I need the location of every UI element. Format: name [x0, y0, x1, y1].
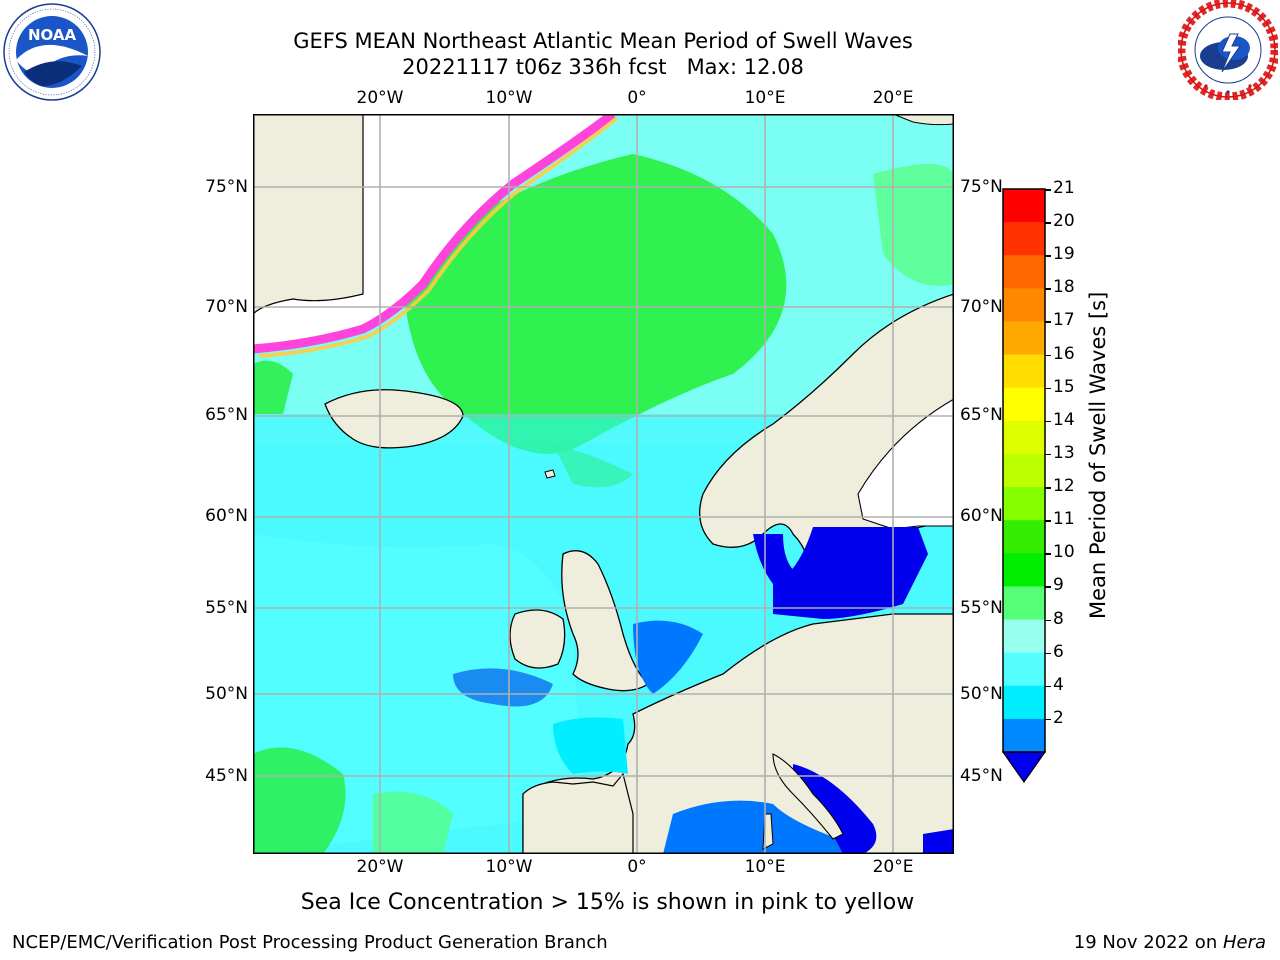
great-britain — [561, 550, 650, 692]
lat-label-right-50n: 50°N — [960, 684, 1003, 704]
lat-label-left-45n: 45°N — [205, 766, 248, 786]
colorbar-tick-mark — [1045, 222, 1051, 224]
map-panel — [253, 114, 954, 854]
colorbar-segment — [1003, 189, 1045, 223]
sea-ice-caption: Sea Ice Concentration > 15% is shown in … — [300, 890, 915, 915]
colorbar-segment — [1003, 487, 1045, 521]
colorbar-tick-label: 20 — [1053, 211, 1075, 232]
colorbar-tick-label: 2 — [1053, 707, 1064, 728]
colorbar-tick-mark — [1045, 619, 1051, 622]
colorbar-tick-label: 8 — [1053, 608, 1064, 629]
colorbar-tick-mark — [1045, 189, 1051, 191]
colorbar-tick-label: 12 — [1053, 476, 1075, 497]
mediterranean-sea — [663, 800, 863, 854]
lat-label-left-60n: 60°N — [205, 506, 248, 526]
footer-credit: NCEP/EMC/Verification Post Processing Pr… — [12, 932, 608, 953]
green-swell-region — [403, 154, 787, 454]
ireland — [509, 609, 566, 669]
colorbar-segment — [1003, 586, 1045, 621]
map-subtitle: 20221117 t06z 336h fcst Max: 12.08 — [402, 55, 804, 79]
colorbar — [1001, 188, 1047, 784]
footer-date-text: 19 Nov 2022 on — [1073, 932, 1223, 953]
lon-label-bottom-10w: 10°W — [485, 857, 533, 877]
lon-label-bottom-10e: 10°E — [744, 857, 786, 877]
map-title: GEFS MEAN Northeast Atlantic Mean Period… — [293, 29, 913, 53]
colorbar-tick-label: 17 — [1053, 310, 1075, 331]
lon-label-top-20e: 20°E — [872, 88, 914, 108]
colorbar-tick-mark — [1045, 520, 1051, 522]
colorbar-segment — [1003, 685, 1045, 720]
colorbar-tick-mark — [1045, 553, 1051, 555]
graticule — [253, 114, 954, 854]
lat-label-right-55n: 55°N — [960, 598, 1003, 618]
colorbar-segment — [1003, 718, 1045, 753]
lat-label-left-65n: 65°N — [205, 405, 248, 425]
lat-label-right-60n: 60°N — [960, 506, 1003, 526]
colorbar-tick-label: 9 — [1053, 575, 1064, 596]
colorbar-segment — [1003, 520, 1045, 554]
colorbar-segment — [1003, 222, 1045, 256]
lat-label-left-50n: 50°N — [205, 684, 248, 704]
lat-label-right-70n: 70°N — [960, 297, 1003, 317]
colorbar-tick-label: 14 — [1053, 409, 1075, 430]
colorbar-segment — [1003, 354, 1045, 389]
noaa-logo-text: NOAA — [28, 26, 77, 44]
footer-host: Hera — [1222, 932, 1266, 953]
colorbar-tick-label: 16 — [1053, 343, 1075, 364]
iceland — [324, 389, 464, 449]
colorbar-tick-label: 10 — [1053, 542, 1075, 563]
lon-label-top-20w: 20°W — [356, 88, 404, 108]
colorbar-segment — [1003, 420, 1045, 455]
nws-logo — [1178, 0, 1278, 100]
noaa-logo: NOAA — [3, 3, 101, 101]
colorbar-label: Mean Period of Swell Waves [s] — [1086, 291, 1110, 619]
sea-ice-edge — [253, 114, 616, 354]
colorbar-extend-arrow — [1001, 751, 1047, 784]
colorbar-segment — [1003, 288, 1045, 322]
colorbar-tick-mark — [1045, 487, 1051, 489]
colorbar-tick-label: 21 — [1053, 178, 1075, 198]
colorbar-tick-mark — [1045, 354, 1051, 357]
colorbar-tick-mark — [1045, 321, 1051, 323]
colorbar-tick-mark — [1045, 718, 1051, 721]
lon-label-bottom-20w: 20°W — [356, 857, 404, 877]
lat-label-left-55n: 55°N — [205, 598, 248, 618]
colorbar-tick-label: 15 — [1053, 376, 1075, 397]
footer-date: 19 Nov 2022 on Hera — [1074, 932, 1266, 953]
colorbar-tick-label: 18 — [1053, 277, 1075, 298]
map-frame — [253, 114, 954, 854]
lat-label-right-45n: 45°N — [960, 766, 1003, 786]
colorbar-segment — [1003, 553, 1045, 587]
colorbar-tick-label: 6 — [1053, 641, 1064, 662]
colorbar-tick-label: 4 — [1053, 674, 1064, 695]
colorbar-tick-mark — [1045, 652, 1051, 655]
colorbar-tick-label: 13 — [1053, 442, 1075, 463]
colorbar-segment — [1003, 321, 1045, 356]
lat-label-left-70n: 70°N — [205, 297, 248, 317]
colorbar-tick-mark — [1045, 288, 1051, 290]
colorbar-tick-mark — [1045, 387, 1051, 390]
colorbar-segment — [1003, 387, 1045, 422]
lon-label-top-0: 0° — [627, 88, 647, 108]
colorbar-tick-mark — [1045, 420, 1051, 423]
lat-label-right-75n: 75°N — [960, 177, 1003, 197]
colorbar-tick-label: 11 — [1053, 509, 1075, 530]
colorbar-segment — [1003, 255, 1045, 289]
colorbar-tick-mark — [1045, 255, 1051, 257]
lat-label-left-75n: 75°N — [205, 177, 248, 197]
lat-label-right-65n: 65°N — [960, 405, 1003, 425]
baltic-sea — [773, 527, 928, 619]
colorbar-segment — [1003, 652, 1045, 687]
colorbar-tick-mark — [1045, 586, 1051, 588]
lon-label-top-10w: 10°W — [485, 88, 533, 108]
colorbar-segment — [1003, 619, 1045, 654]
lon-label-bottom-20e: 20°E — [872, 857, 914, 877]
colorbar-tick-label: 19 — [1053, 244, 1075, 265]
colorbar-tick-mark — [1045, 453, 1051, 456]
colorbar-tick-mark — [1045, 685, 1051, 688]
lon-label-bottom-0: 0° — [627, 857, 647, 877]
colorbar-segment — [1003, 453, 1045, 488]
lon-label-top-10e: 10°E — [744, 88, 786, 108]
